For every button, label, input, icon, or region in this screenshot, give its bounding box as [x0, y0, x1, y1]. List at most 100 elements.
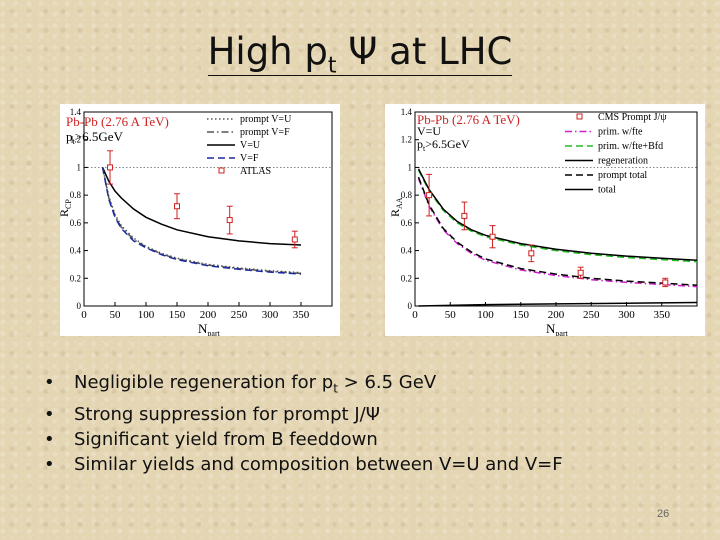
data-point	[426, 192, 433, 199]
raa-plot-svg: 0 0.2 0.4 0.6 0.8 1 1.2 1.4 0 50 100 150 200 250 300 35…	[388, 107, 698, 336]
x-axis-label-sub: part	[207, 329, 220, 336]
legend-label: prompt total	[598, 170, 647, 181]
x-tick-label: 300	[618, 309, 635, 321]
cut-label-sub: t	[73, 137, 76, 146]
y-tick-label: 0.8	[70, 190, 82, 200]
data-point	[461, 212, 468, 219]
data-point	[577, 269, 584, 276]
x-tick-label: 250	[231, 309, 248, 321]
y-tick-label: 0	[408, 301, 413, 311]
legend-label: regeneration	[598, 156, 648, 167]
x-tick-label: 300	[262, 309, 279, 321]
x-tick-label: 150	[169, 309, 186, 321]
series-line	[417, 168, 698, 262]
x-tick-label: 200	[548, 309, 565, 321]
condition-label: V=U	[417, 124, 441, 138]
raa-plot: 0 0.2 0.4 0.6 0.8 1 1.2 1.4 0 50 100 150 200 250 300 35…	[385, 104, 705, 336]
x-tick-label: 350	[293, 309, 310, 321]
y-tick-label: 0.4	[70, 246, 82, 256]
bullet-item: Strong suppression for prompt J/Ψ	[44, 402, 563, 427]
system-label: Pb-Pb (2.76 A TeV)	[66, 114, 169, 129]
data-point	[291, 236, 298, 243]
bullet-item: Negligible regeneration for pt > 6.5 GeV	[44, 370, 563, 402]
legend-label: prim. w/fte	[598, 127, 643, 138]
series-line	[101, 167, 302, 275]
y-tick-label: 0.4	[401, 246, 413, 256]
y-tick-label: 1.2	[401, 135, 412, 145]
series-line	[417, 169, 698, 263]
series-line	[417, 176, 698, 286]
system-label: Pb-Pb (2.76 A TeV)	[417, 112, 520, 127]
x-axis-label: Npart	[546, 321, 569, 336]
bullet-text: Significant yield from B feeddown	[74, 428, 378, 450]
y-tick-label: 1	[77, 162, 82, 172]
x-tick-label: 100	[477, 309, 494, 321]
y-tick-label: 0.2	[401, 273, 412, 283]
bullet-item: Similar yields and composition between V…	[44, 452, 563, 477]
legend-marker	[576, 113, 583, 120]
bullet-text: Strong suppression for prompt J/Ψ	[74, 403, 380, 425]
y-tick-label: 1.4	[401, 107, 413, 117]
slide-title: High pt Ψ at LHC	[0, 30, 720, 78]
cut-label: pt>6.5GeV	[66, 129, 123, 146]
y-axis-label-sub: AA	[395, 197, 404, 209]
legend-label: prompt V=F	[240, 127, 290, 138]
legend-label: prompt V=U	[240, 114, 292, 125]
x-tick-label: 50	[445, 309, 457, 321]
x-tick-label: 150	[513, 309, 530, 321]
y-tick-label: 0.6	[401, 218, 413, 228]
y-tick-label: 0.6	[70, 218, 82, 228]
x-tick-label: 200	[200, 309, 217, 321]
bullet-item: Significant yield from B feeddown	[44, 427, 563, 452]
legend-label: V=F	[240, 153, 259, 164]
y-tick-label: 1	[408, 162, 413, 172]
bullet-list: Negligible regeneration for pt > 6.5 GeV…	[44, 370, 563, 477]
x-tick-label: 0	[412, 309, 418, 321]
x-axis-label-sub: part	[555, 329, 568, 336]
legend-label: CMS Prompt J/ψ	[598, 112, 667, 123]
legend-label: prim. w/fte+Bfd	[598, 141, 663, 152]
title-subscript: t	[327, 53, 337, 79]
title-suffix: Ψ at LHC	[336, 30, 513, 73]
data-point	[226, 217, 233, 224]
cut-label-tail: >6.5GeV	[425, 137, 470, 151]
title-text: High p	[207, 30, 328, 73]
y-axis-label: RAA	[388, 197, 404, 217]
y-tick-label: 1.4	[70, 107, 82, 117]
x-tick-label: 100	[138, 309, 155, 321]
bullet-subscript: t	[333, 381, 338, 396]
x-tick-label: 50	[110, 309, 122, 321]
data-point	[174, 203, 180, 210]
data-point	[489, 233, 496, 240]
data-point	[528, 250, 535, 257]
bullet-text: Similar yields and composition between V…	[74, 453, 563, 475]
x-tick-label: 350	[654, 309, 671, 321]
x-tick-label: 0	[81, 309, 87, 321]
legend-label: total	[598, 185, 616, 196]
bullet-tail: > 6.5 GeV	[337, 372, 437, 393]
y-tick-label: 0	[77, 301, 82, 311]
y-tick-label: 0.2	[70, 273, 81, 283]
rcp-plot-svg: 0 0.2 0.4 0.6 0.8 1 1.2 1.4 0 50 100 150 200 250 300 35…	[60, 107, 333, 336]
y-axis-label-sub: CP	[64, 199, 73, 209]
y-tick-label: 0.8	[401, 190, 413, 200]
cut-label-sub: t	[423, 144, 426, 153]
y-tick-label: 1.2	[70, 135, 81, 145]
series-line	[418, 301, 698, 307]
data-point	[107, 164, 114, 171]
x-tick-label: 250	[583, 309, 600, 321]
y-axis-label: RCP	[60, 199, 73, 217]
legend-label: V=U	[240, 140, 261, 151]
cut-label: pt>6.5GeV	[417, 137, 470, 153]
series-line	[101, 167, 302, 274]
data-point	[662, 279, 669, 286]
cut-label-tail: >6.5GeV	[75, 129, 124, 144]
x-axis-label: Npart	[198, 321, 221, 336]
series-line	[101, 167, 302, 246]
series-line	[417, 178, 698, 288]
series-line	[101, 167, 302, 275]
page-number: 26	[657, 508, 670, 520]
legend-marker	[218, 167, 225, 174]
bullet-text: Negligible regeneration for p	[74, 372, 334, 393]
legend-label: ATLAS	[240, 166, 271, 177]
